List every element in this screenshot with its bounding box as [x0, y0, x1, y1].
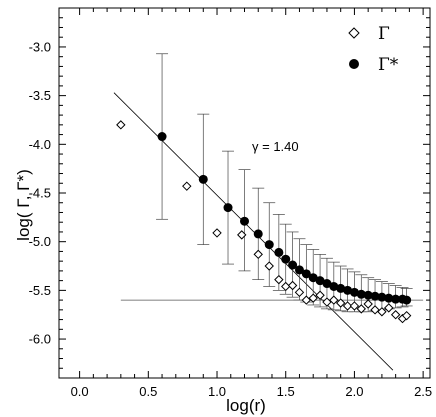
gamma-diamond-marker — [212, 228, 222, 238]
gamma-diamond-marker — [308, 293, 318, 303]
gamma-diamond-marker — [287, 280, 298, 291]
gamma-star-circle-marker — [240, 216, 249, 226]
y-tick-label: -6.0 — [29, 332, 51, 347]
gamma-diamond-marker — [384, 303, 394, 313]
gamma-star-circle-marker — [336, 283, 346, 293]
gamma-diamond-marker — [253, 249, 263, 260]
legend-label-gamma-star: Γ* — [378, 55, 399, 75]
gamma-star-circle-marker — [198, 174, 208, 184]
gamma-star-circle-marker — [294, 265, 304, 275]
gamma-diamond-marker — [335, 298, 346, 308]
gamma-star-circle-marker — [288, 260, 298, 270]
gamma-star-circle-marker — [343, 285, 353, 295]
gamma-diamond-marker — [315, 290, 325, 300]
gamma-diamond-marker — [301, 295, 312, 305]
legend-label-gamma: Γ — [378, 24, 390, 44]
x-tick-label: 1.5 — [277, 384, 295, 399]
gamma-diamond-marker — [264, 261, 274, 271]
legend-circle-marker — [349, 59, 359, 69]
y-tick-label: -5.0 — [29, 234, 51, 249]
gamma-diamond-marker — [390, 310, 401, 320]
gamma-star-circle-marker — [402, 295, 412, 305]
y-axis-title: log( Γ, Γ*) — [14, 169, 33, 241]
x-tick-label: 2.5 — [414, 384, 432, 399]
gamma-diamond-marker — [322, 297, 332, 307]
gamma-star-circle-marker — [253, 229, 263, 239]
x-tick-label: 2.0 — [345, 384, 363, 399]
legend: Γ Γ* — [348, 24, 399, 75]
x-tick-label: 0.5 — [139, 384, 157, 399]
gamma-star-circle-marker — [315, 276, 325, 286]
gamma-star-circle-marker — [370, 291, 380, 301]
annotation-gamma: γ = 1.40 — [252, 139, 299, 154]
gamma-star-circle-marker — [301, 269, 311, 279]
gamma-star-circle-marker — [264, 240, 274, 250]
gamma-star-circle-marker — [356, 289, 366, 299]
power-law-fit-line — [113, 92, 394, 371]
gamma-star-circle-marker — [349, 287, 359, 297]
gamma-diamond-marker — [294, 287, 305, 298]
y-tick-label: -3.0 — [29, 39, 51, 54]
legend-diamond-marker — [348, 27, 360, 39]
gamma-diamond-marker — [116, 120, 126, 130]
gamma-star-circle-marker — [384, 293, 394, 303]
gamma-star-circle-marker — [322, 279, 332, 289]
gamma-diamond-marker — [363, 299, 373, 309]
gamma-diamond-marker — [281, 281, 291, 292]
gamma-star-circle-marker — [391, 294, 401, 304]
gamma-diamond-marker — [349, 301, 360, 311]
x-tick-label: 1.0 — [208, 384, 226, 399]
gamma-star-circle-marker — [308, 273, 318, 283]
x-axis-title: log(r) — [226, 396, 266, 415]
gamma-diamond-marker — [370, 305, 380, 315]
gamma-star-circle-marker — [363, 290, 373, 300]
gamma-star-circle-marker — [223, 203, 233, 213]
y-tick-label: -4.0 — [29, 137, 51, 152]
gamma-star-circle-marker — [377, 292, 387, 302]
gamma-diamond-marker — [237, 230, 247, 240]
gamma-star-circle-marker — [281, 254, 291, 264]
gamma-diamond-marker — [401, 310, 412, 321]
x-tick-label: 0.0 — [71, 384, 89, 399]
gamma-star-circle-marker — [274, 247, 284, 257]
y-tick-label: -3.5 — [29, 88, 51, 103]
gamma-diamond-marker — [342, 301, 353, 311]
gamma-diamond-marker — [182, 181, 192, 191]
gamma-star-circle-marker — [329, 281, 339, 291]
gamma-star-circle-marker — [157, 132, 167, 142]
gamma-diamond-marker — [274, 274, 284, 285]
gamma-diamond-marker — [356, 304, 367, 314]
gamma-diamond-marker — [377, 307, 387, 317]
y-tick-label: -5.5 — [29, 283, 51, 298]
y-tick-label: -4.5 — [29, 186, 51, 201]
gamma-diamond-marker — [329, 295, 339, 305]
